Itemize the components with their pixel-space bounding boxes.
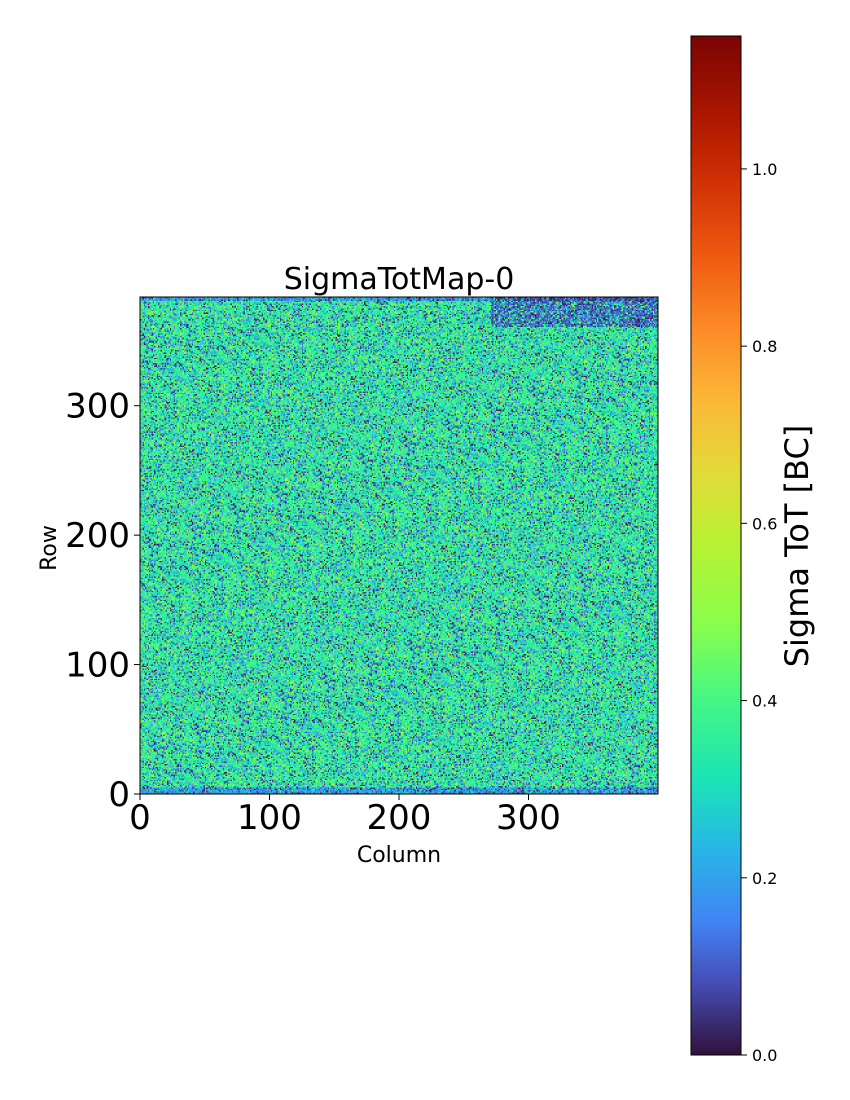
colorbar-tick-label: 0.0 xyxy=(752,1046,777,1065)
colorbar-tick-label: 1.0 xyxy=(752,160,777,179)
colorbar-ticks: 0.0 0.2 0.4 0.6 0.8 1.0 xyxy=(741,160,777,1065)
x-axis-label: Column xyxy=(357,843,441,868)
colorbar-tick-label: 0.6 xyxy=(752,514,777,533)
colorbar-label: Sigma ToT [BC] xyxy=(778,425,816,668)
x-tick-label: 300 xyxy=(496,798,561,838)
colorbar-tick-label: 0.8 xyxy=(752,337,777,356)
heatmap-cells xyxy=(140,297,658,794)
heatmap-image xyxy=(140,297,658,794)
colorbar-gradient xyxy=(691,36,741,1055)
y-tick-label: 100 xyxy=(65,646,130,686)
chart-title: SigmaTotMap-0 xyxy=(284,262,515,297)
y-tick-label: 200 xyxy=(65,516,130,556)
y-axis: 0 100 200 300 xyxy=(65,387,140,815)
colorbar-frame xyxy=(690,35,742,1056)
y-tick-label: 300 xyxy=(65,387,130,427)
y-axis-label: Row xyxy=(37,525,62,571)
x-tick-label: 100 xyxy=(237,798,302,838)
x-tick-label: 0 xyxy=(129,798,151,838)
x-tick-label: 200 xyxy=(367,798,432,838)
colorbar-tick-label: 0.4 xyxy=(752,692,777,711)
colorbar: 0.0 0.2 0.4 0.6 0.8 1.0 Sigma ToT [BC] xyxy=(690,35,816,1065)
y-tick-label: 0 xyxy=(108,775,130,815)
colorbar-tick-label: 0.2 xyxy=(752,869,777,888)
x-axis: 0 100 200 300 xyxy=(129,794,561,838)
